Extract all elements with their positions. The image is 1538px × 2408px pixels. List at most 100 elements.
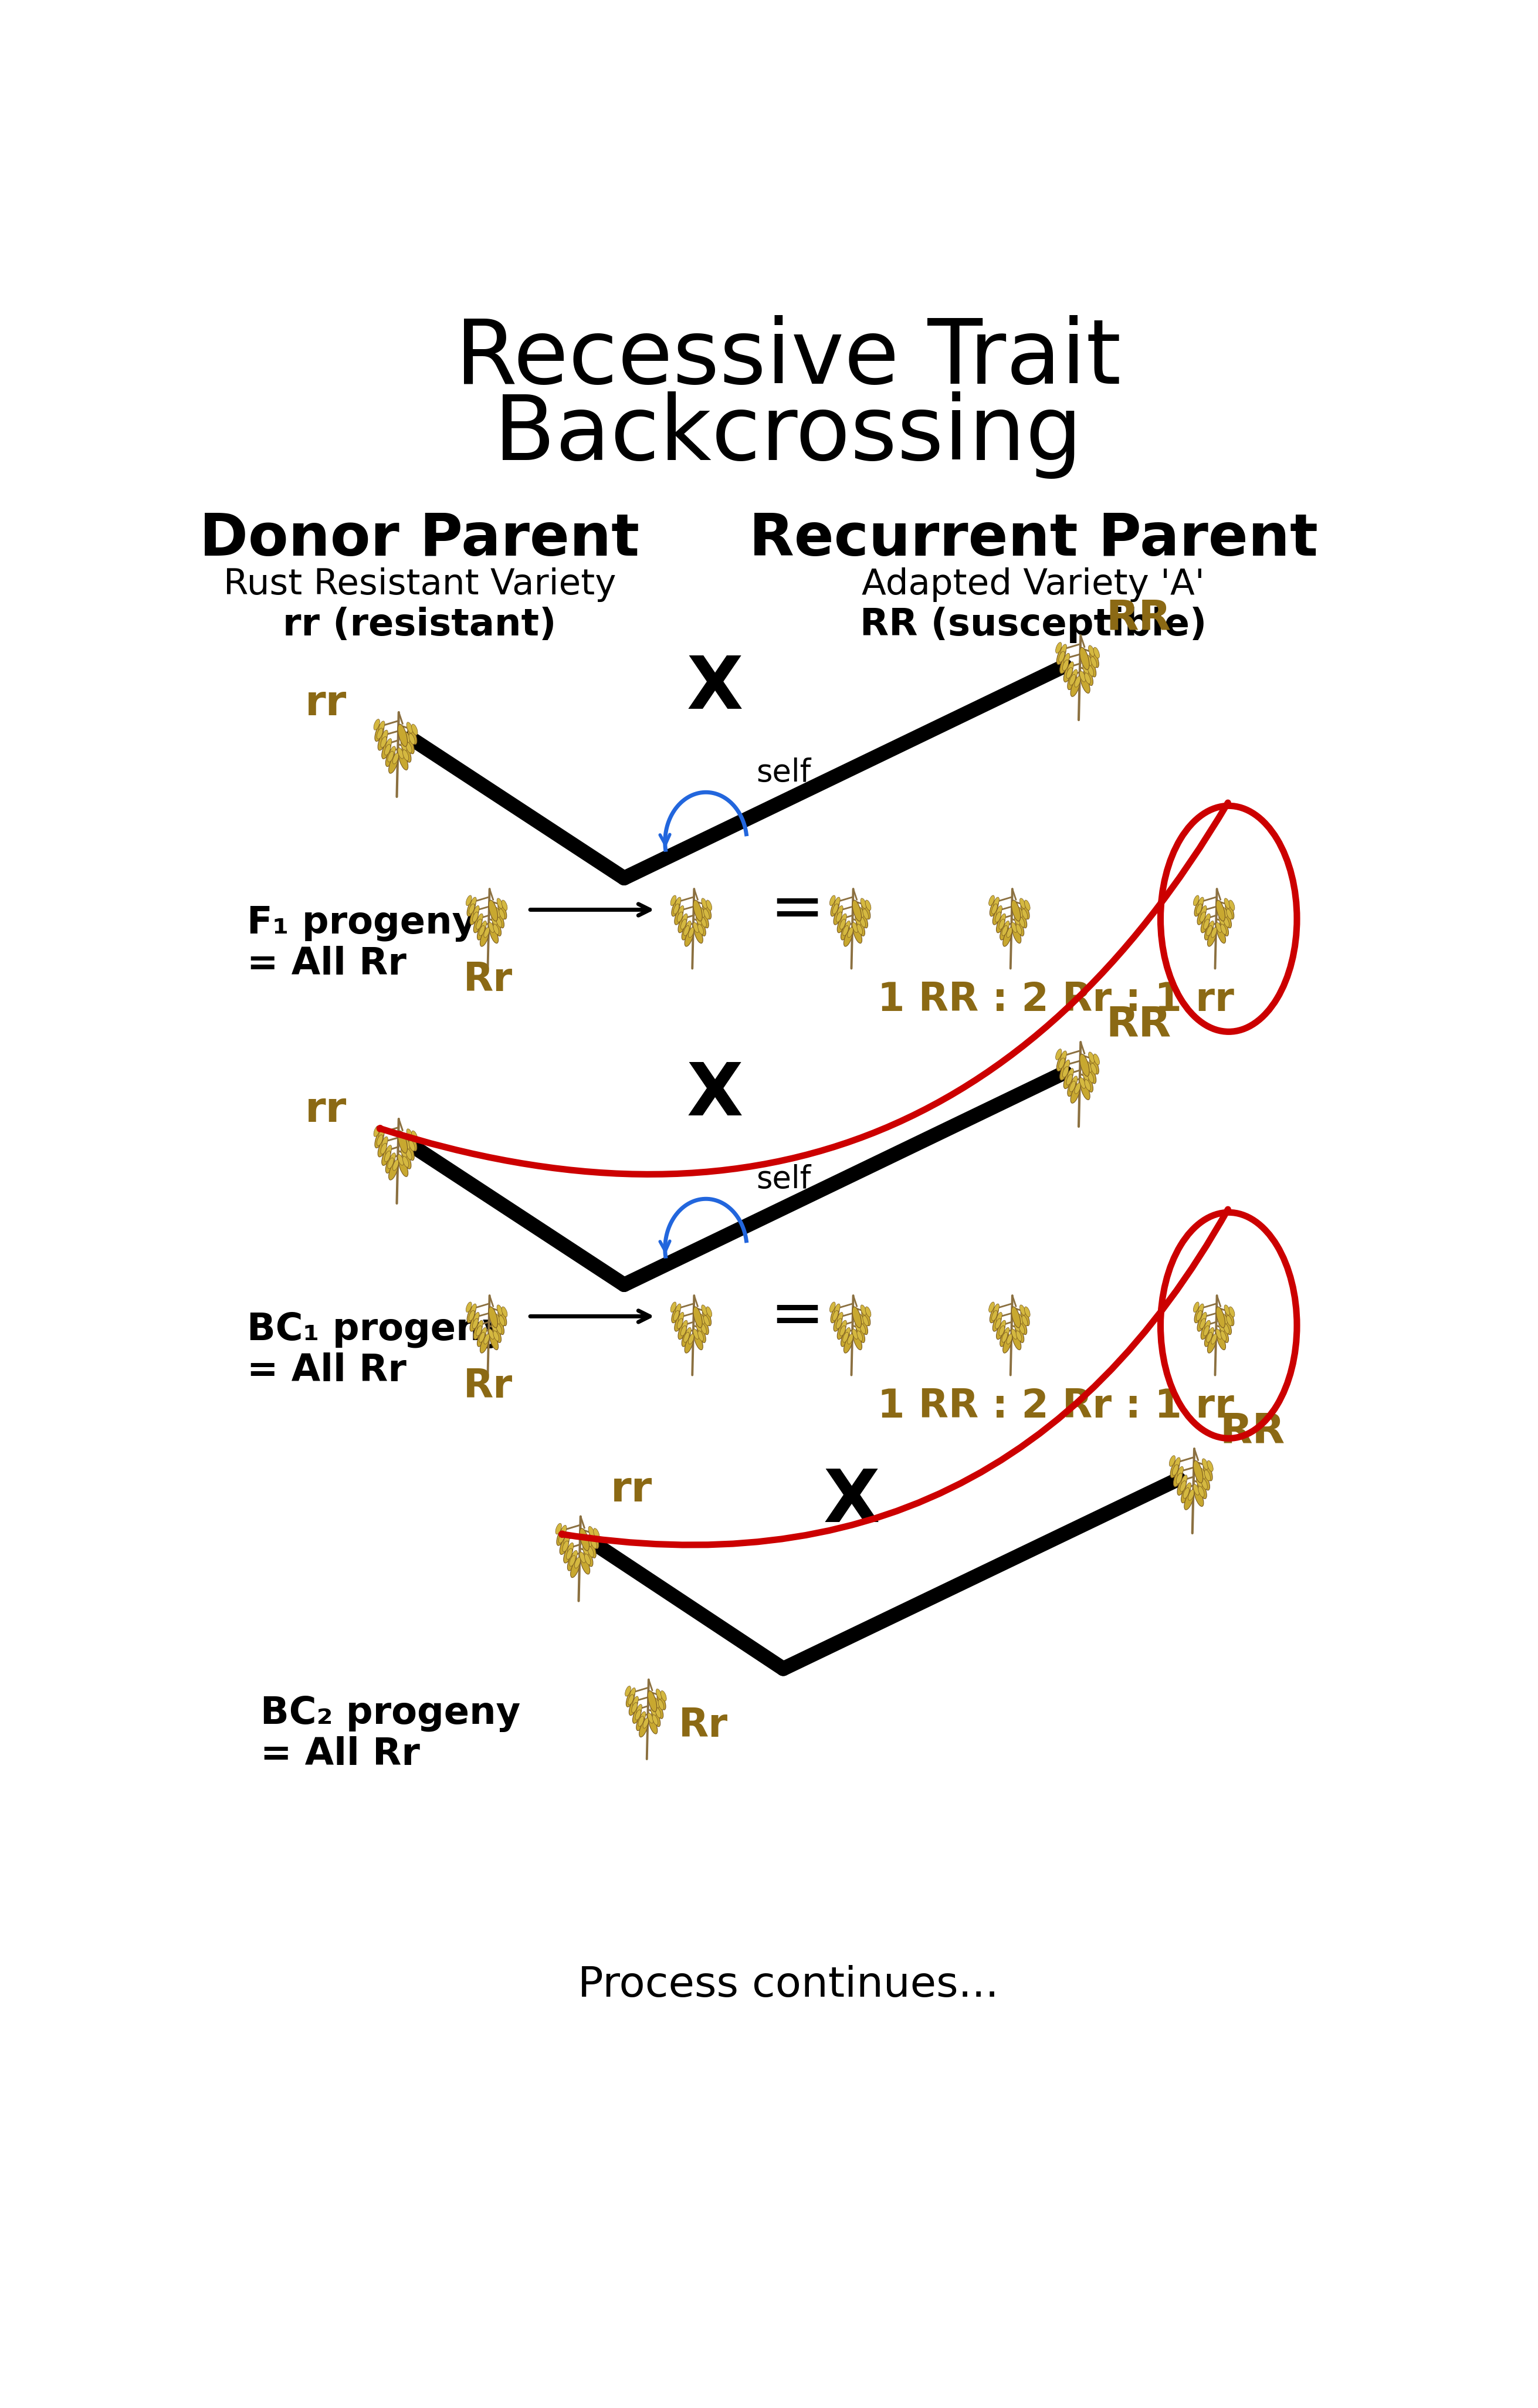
Ellipse shape xyxy=(1204,920,1209,929)
Ellipse shape xyxy=(1072,1076,1078,1086)
Ellipse shape xyxy=(1197,1476,1203,1488)
Ellipse shape xyxy=(1224,898,1230,908)
Ellipse shape xyxy=(854,1332,861,1351)
Ellipse shape xyxy=(637,1705,641,1714)
Ellipse shape xyxy=(480,929,489,946)
Text: Backcrossing: Backcrossing xyxy=(494,393,1083,479)
Ellipse shape xyxy=(466,1303,472,1312)
Ellipse shape xyxy=(1087,665,1094,677)
Ellipse shape xyxy=(472,913,478,922)
Ellipse shape xyxy=(857,1332,863,1341)
Ellipse shape xyxy=(832,1310,838,1320)
Ellipse shape xyxy=(1064,1060,1070,1072)
Ellipse shape xyxy=(1012,901,1021,922)
Ellipse shape xyxy=(477,920,481,929)
Text: BC₂ progeny: BC₂ progeny xyxy=(260,1695,520,1731)
Ellipse shape xyxy=(843,925,849,937)
Ellipse shape xyxy=(501,1308,508,1317)
Ellipse shape xyxy=(1204,1327,1209,1336)
Ellipse shape xyxy=(1217,1332,1226,1351)
Text: Rr: Rr xyxy=(463,961,512,999)
Ellipse shape xyxy=(497,917,501,927)
Ellipse shape xyxy=(474,1322,483,1339)
Ellipse shape xyxy=(1198,1303,1204,1315)
Ellipse shape xyxy=(1000,922,1009,939)
Ellipse shape xyxy=(651,1705,657,1717)
Text: RR: RR xyxy=(1106,1004,1172,1045)
Ellipse shape xyxy=(684,929,694,946)
Ellipse shape xyxy=(386,749,395,766)
Ellipse shape xyxy=(683,1332,689,1341)
Ellipse shape xyxy=(1021,1315,1027,1327)
Ellipse shape xyxy=(1197,903,1201,915)
Ellipse shape xyxy=(1210,1334,1217,1344)
Ellipse shape xyxy=(1217,927,1226,944)
Ellipse shape xyxy=(377,1134,383,1146)
Ellipse shape xyxy=(1197,908,1206,925)
Ellipse shape xyxy=(1198,1486,1204,1498)
Ellipse shape xyxy=(706,1308,712,1317)
Ellipse shape xyxy=(655,1707,661,1717)
Ellipse shape xyxy=(624,1686,631,1695)
Ellipse shape xyxy=(1060,1062,1069,1081)
Ellipse shape xyxy=(1000,1327,1004,1336)
Ellipse shape xyxy=(997,1312,1003,1322)
Ellipse shape xyxy=(1170,1459,1180,1479)
Ellipse shape xyxy=(658,1700,664,1710)
Ellipse shape xyxy=(571,1560,580,1577)
Ellipse shape xyxy=(860,910,867,927)
Ellipse shape xyxy=(472,1320,478,1329)
Ellipse shape xyxy=(380,737,386,746)
Ellipse shape xyxy=(701,1324,706,1334)
Text: = All Rr: = All Rr xyxy=(246,1353,406,1389)
Text: Recurrent Parent: Recurrent Parent xyxy=(749,510,1318,568)
Ellipse shape xyxy=(1218,915,1224,925)
Ellipse shape xyxy=(580,1529,589,1551)
Ellipse shape xyxy=(1224,917,1229,927)
Ellipse shape xyxy=(652,1710,660,1727)
Ellipse shape xyxy=(403,1156,409,1168)
FancyArrowPatch shape xyxy=(380,802,1227,1175)
Ellipse shape xyxy=(478,1332,484,1341)
Ellipse shape xyxy=(374,720,380,730)
Ellipse shape xyxy=(701,898,707,908)
Ellipse shape xyxy=(704,908,709,920)
Ellipse shape xyxy=(1224,1324,1229,1334)
Ellipse shape xyxy=(480,1336,489,1353)
Ellipse shape xyxy=(1090,1064,1097,1074)
Ellipse shape xyxy=(1080,1055,1089,1076)
Ellipse shape xyxy=(1061,1050,1067,1062)
Ellipse shape xyxy=(1226,908,1232,920)
Ellipse shape xyxy=(1217,1329,1221,1339)
Ellipse shape xyxy=(675,908,683,925)
Ellipse shape xyxy=(495,1317,504,1334)
Ellipse shape xyxy=(566,1548,572,1560)
Ellipse shape xyxy=(1217,1308,1226,1327)
Ellipse shape xyxy=(686,1327,691,1339)
Text: X: X xyxy=(823,1466,880,1536)
Ellipse shape xyxy=(471,898,477,908)
Ellipse shape xyxy=(1204,913,1210,925)
Ellipse shape xyxy=(701,1305,707,1315)
Ellipse shape xyxy=(1018,1317,1027,1334)
Ellipse shape xyxy=(840,1327,846,1336)
Ellipse shape xyxy=(1209,920,1213,932)
Ellipse shape xyxy=(375,1129,384,1149)
Ellipse shape xyxy=(1012,1332,1021,1351)
Ellipse shape xyxy=(1226,1308,1233,1327)
Ellipse shape xyxy=(1055,1050,1061,1060)
Ellipse shape xyxy=(1204,1320,1210,1332)
Ellipse shape xyxy=(477,1327,481,1336)
Ellipse shape xyxy=(1060,655,1069,674)
Ellipse shape xyxy=(686,920,691,932)
Ellipse shape xyxy=(378,732,388,751)
Ellipse shape xyxy=(675,898,681,908)
Text: =: = xyxy=(769,1286,824,1348)
Ellipse shape xyxy=(568,1544,574,1553)
Ellipse shape xyxy=(1201,915,1210,932)
Ellipse shape xyxy=(861,1308,871,1327)
Ellipse shape xyxy=(471,1303,477,1315)
Ellipse shape xyxy=(1061,645,1067,655)
Ellipse shape xyxy=(1000,913,1006,925)
Ellipse shape xyxy=(866,1308,871,1317)
